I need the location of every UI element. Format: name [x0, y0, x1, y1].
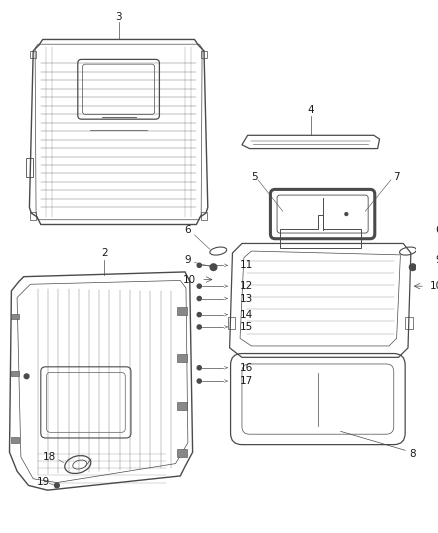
Bar	[201, 51, 207, 59]
Circle shape	[197, 379, 201, 383]
Bar	[11, 370, 19, 376]
Text: 6: 6	[435, 225, 438, 235]
Bar	[25, 158, 33, 177]
Bar	[177, 307, 187, 314]
Bar	[11, 437, 19, 443]
Circle shape	[410, 264, 416, 271]
Text: 7: 7	[393, 172, 400, 182]
Bar	[201, 212, 207, 220]
Text: 19: 19	[37, 477, 50, 487]
Text: 10: 10	[430, 281, 438, 291]
Text: 16: 16	[240, 363, 253, 373]
Circle shape	[197, 366, 201, 370]
Text: 4: 4	[307, 104, 314, 115]
Circle shape	[197, 325, 201, 329]
Text: 2: 2	[101, 248, 108, 258]
Text: 9: 9	[184, 255, 191, 264]
Text: 14: 14	[240, 310, 253, 320]
Text: 9: 9	[435, 255, 438, 264]
Text: 12: 12	[240, 281, 253, 291]
Circle shape	[197, 284, 201, 288]
Bar	[177, 449, 187, 457]
Circle shape	[55, 483, 59, 488]
Text: 3: 3	[115, 12, 122, 22]
Bar	[11, 314, 19, 319]
Circle shape	[24, 374, 29, 378]
Bar	[228, 318, 235, 329]
Bar	[30, 51, 36, 59]
Bar	[30, 212, 36, 220]
Text: 13: 13	[240, 294, 253, 303]
Circle shape	[197, 263, 201, 268]
Bar	[177, 402, 187, 409]
Text: 6: 6	[184, 225, 191, 235]
Circle shape	[197, 296, 201, 301]
Text: 11: 11	[240, 260, 253, 270]
Text: 15: 15	[240, 322, 253, 332]
Text: 10: 10	[183, 274, 196, 285]
Text: 17: 17	[240, 376, 253, 386]
Bar	[177, 354, 187, 362]
Text: 5: 5	[251, 172, 258, 182]
Circle shape	[345, 213, 348, 215]
Bar	[405, 318, 413, 329]
Circle shape	[210, 264, 217, 271]
Circle shape	[197, 312, 201, 317]
Text: 18: 18	[43, 452, 56, 462]
Text: 8: 8	[410, 449, 416, 459]
